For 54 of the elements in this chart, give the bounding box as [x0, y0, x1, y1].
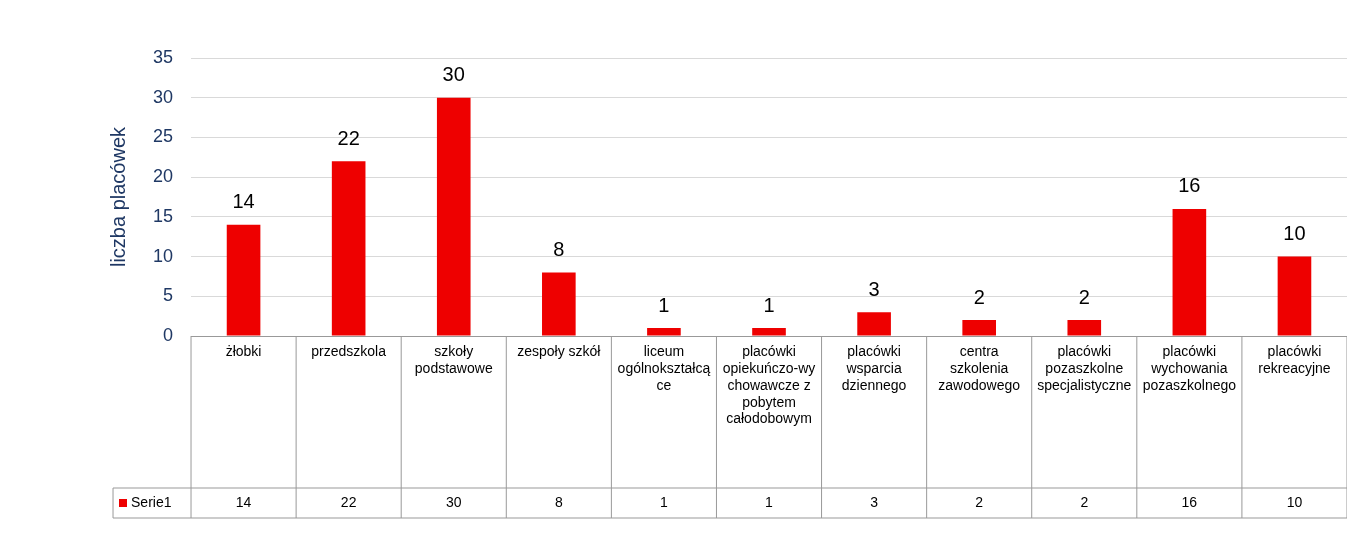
x-tick-label: żłobki — [225, 343, 262, 360]
bar — [436, 97, 471, 336]
text: 30 — [445, 493, 462, 510]
bar — [752, 328, 786, 336]
text: 1 — [660, 493, 669, 510]
bar — [331, 161, 366, 336]
data-label: 16 — [1178, 174, 1201, 197]
bar — [857, 312, 891, 336]
text: 14 — [235, 493, 252, 510]
y-tick-label: 25 — [152, 126, 174, 147]
data-label: 1 — [763, 293, 775, 316]
data-label: 30 — [442, 63, 465, 86]
text: 2 — [975, 493, 984, 510]
data-label: 10 — [1283, 222, 1306, 245]
y-tick-label: 0 — [163, 324, 174, 345]
text: 2 — [1080, 493, 1089, 510]
x-tick-label: placówki wychowania pozaszkolnego — [1142, 343, 1237, 393]
x-tick-label: placówki wsparcia dziennego — [841, 343, 907, 393]
text: 16 — [1181, 493, 1198, 510]
text: 1 — [765, 493, 774, 510]
y-tick-label: 5 — [163, 285, 174, 306]
x-tick-label: placówki rekreacyjne — [1258, 343, 1331, 377]
data-label: 2 — [973, 285, 985, 308]
x-tick-label: centra szkolenia zawodowego — [938, 343, 1021, 393]
x-tick-label: przedszkola — [311, 343, 387, 360]
bar — [962, 320, 996, 336]
data-label: 8 — [553, 237, 565, 260]
legend-label: Serie1 — [131, 493, 172, 510]
bar — [1067, 320, 1102, 336]
bar — [226, 224, 261, 336]
y-tick-label: 35 — [152, 46, 174, 67]
bar — [1172, 208, 1207, 336]
y-tick-label: 20 — [152, 166, 174, 187]
text: 10 — [1286, 493, 1303, 510]
y-tick-label: 15 — [152, 205, 174, 226]
text: 3 — [870, 493, 879, 510]
y-tick-label: 10 — [152, 245, 174, 266]
data-label: 14 — [232, 190, 255, 213]
y-tick-label: 30 — [152, 86, 174, 107]
text: 22 — [340, 493, 357, 510]
data-label: 3 — [868, 277, 880, 300]
x-tick-label: placówki pozaszkolne specjalistyczne — [1037, 343, 1132, 393]
data-label: 2 — [1078, 285, 1090, 308]
data-label: 22 — [337, 126, 360, 149]
y-axis-title: liczba placówek — [106, 125, 129, 268]
text: 8 — [554, 493, 563, 510]
x-tick-label: liceum ogólnokształcące — [617, 343, 711, 393]
data-label: 1 — [658, 293, 670, 316]
x-tick-label: placówki opiekuńczo-wychowawcze z pobytem całodobowym — [722, 343, 816, 427]
x-tick-label: zespoły szkół — [517, 343, 602, 360]
bar — [542, 272, 576, 336]
bar — [1277, 256, 1312, 336]
bar — [647, 328, 681, 336]
x-tick-label: szkoły podstawowe — [414, 343, 493, 377]
